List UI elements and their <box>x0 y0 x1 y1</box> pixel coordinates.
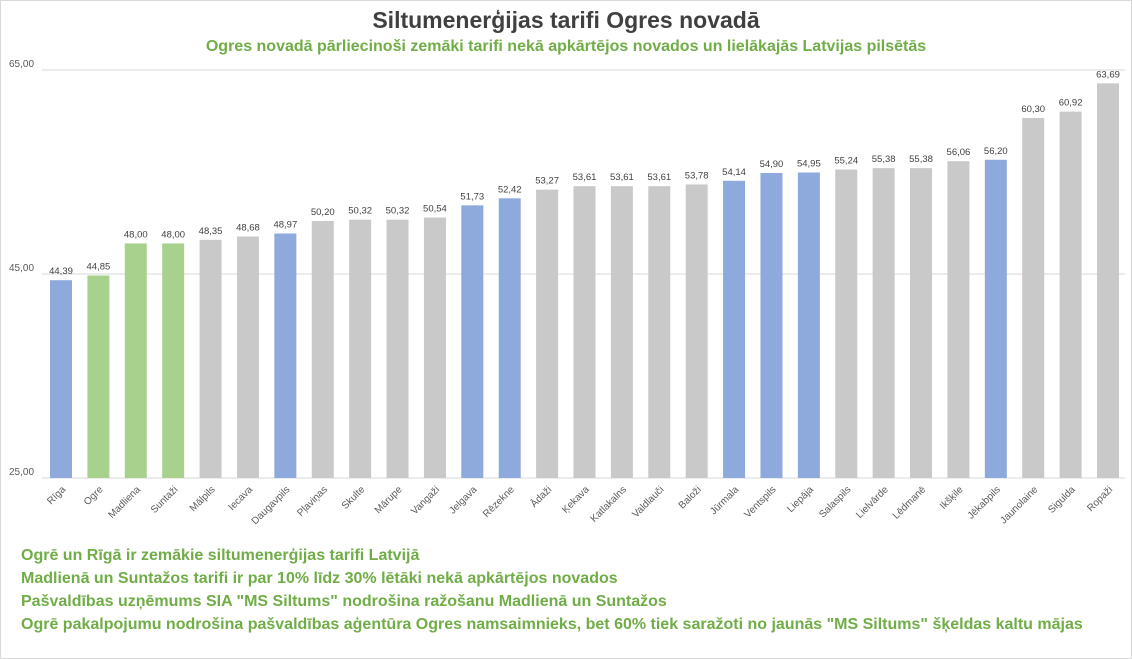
data-label: 53,61 <box>610 172 634 183</box>
x-tick-label: Rēzekne <box>481 484 517 520</box>
y-tick-label: 65,00 <box>9 59 34 70</box>
bar <box>498 198 521 479</box>
note-line: Ogrē pakalpojumu nodrošina pašvaldības a… <box>21 616 1083 633</box>
bar <box>423 217 446 478</box>
bar <box>947 161 970 479</box>
bar <box>349 219 372 478</box>
data-label: 54,95 <box>797 159 821 170</box>
data-label: 53,61 <box>573 172 597 183</box>
bar <box>835 169 858 478</box>
bar <box>685 184 708 478</box>
x-tick-label: Ķekava <box>560 484 592 516</box>
note-line: Pašvaldības uzņēmums SIA "MS Siltums" no… <box>21 593 667 610</box>
y-tick-label: 25,00 <box>9 467 34 478</box>
bar <box>984 159 1007 478</box>
x-tick-label: Lēdmanē <box>891 484 929 522</box>
x-tick-label: Ikšķile <box>938 484 966 512</box>
notes: Ogrē un Rīgā ir zemākie siltumenerģijas … <box>21 544 1083 636</box>
x-tick-label: Jelgava <box>447 484 479 516</box>
data-label: 60,92 <box>1059 98 1083 109</box>
x-tick-label: Pļaviņas <box>295 484 330 519</box>
data-label: 53,27 <box>535 176 559 187</box>
x-tick-label: Daugavpils <box>250 484 293 527</box>
bar <box>274 233 297 478</box>
data-label: 44,85 <box>87 262 111 273</box>
x-tick-label: Ādaži <box>528 484 554 510</box>
x-tick-label: Mārupe <box>373 484 405 516</box>
x-tick-label: Ropaži <box>1085 484 1115 514</box>
bar <box>797 172 820 478</box>
data-label: 55,38 <box>872 154 896 165</box>
bar <box>723 180 746 478</box>
note-line: Madlienā un Suntažos tarifi ir par 10% l… <box>21 570 618 587</box>
bar <box>573 186 596 479</box>
data-label: 48,35 <box>199 226 223 237</box>
x-tick-label: Salaspils <box>817 484 853 520</box>
bar <box>87 275 110 478</box>
bar <box>760 173 783 478</box>
x-tick-label: Skulte <box>340 484 368 512</box>
note-line: Ogrē un Rīgā ir zemākie siltumenerģijas … <box>21 547 420 564</box>
data-label: 54,14 <box>722 167 746 178</box>
x-tick-label: Rīga <box>45 484 68 507</box>
bar <box>124 243 147 478</box>
bar <box>1059 111 1082 478</box>
data-label: 53,61 <box>647 172 671 183</box>
data-label: 55,38 <box>909 154 933 165</box>
data-label: 48,00 <box>124 229 148 240</box>
bar <box>162 243 185 478</box>
bar-chart: 25,00 45,00 65,00 44,39 Rīga 44,85 Ogre 48,00 Ma… <box>9 59 1125 527</box>
data-label: 50,20 <box>311 207 335 218</box>
x-tick-label: Baloži <box>677 484 704 511</box>
x-tick-label: Liepāja <box>785 484 816 515</box>
data-label: 50,54 <box>423 203 447 214</box>
data-label: 63,69 <box>1096 69 1120 80</box>
x-tick-label: Suntaži <box>149 484 180 515</box>
data-label: 53,78 <box>685 170 709 181</box>
bar <box>199 239 222 478</box>
data-label: 55,24 <box>834 156 858 167</box>
x-tick-label: Jaunolaine <box>998 484 1040 526</box>
bar <box>536 189 559 478</box>
data-label: 60,30 <box>1021 104 1045 115</box>
x-tick-label: Katlakalns <box>589 484 629 524</box>
bar <box>311 220 334 478</box>
x-tick-label: Valdlauči <box>630 484 666 520</box>
chart-subtitle: Ogres novadā pārliecinoši zemāki tarifi … <box>205 38 927 55</box>
x-tick-label: Vangaži <box>409 484 442 517</box>
x-tick-label: Lielvārde <box>854 484 891 521</box>
bar <box>1097 83 1119 478</box>
x-tick-label: Ogre <box>82 484 106 508</box>
bar <box>50 280 72 478</box>
x-tick-label: Mālpils <box>188 484 218 514</box>
x-tick-label: Iecava <box>226 484 255 513</box>
bar <box>910 168 933 478</box>
chart-title: Siltumenerģijas tarifi Ogres novadā <box>372 7 760 33</box>
data-label: 56,06 <box>947 147 971 158</box>
x-tick-label: Jēkabpils <box>966 484 1003 521</box>
bar <box>1022 117 1045 478</box>
x-tick-label: Jūrmala <box>708 484 741 517</box>
data-label: 48,00 <box>161 229 185 240</box>
data-label: 50,32 <box>386 206 410 217</box>
data-label: 54,90 <box>760 159 784 170</box>
data-label: 48,68 <box>236 222 260 233</box>
bar <box>610 186 633 479</box>
bar <box>236 236 259 478</box>
y-tick-label: 45,00 <box>9 263 34 274</box>
data-label: 56,20 <box>984 146 1008 157</box>
data-label: 51,73 <box>460 191 484 202</box>
bar <box>648 186 671 479</box>
x-tick-label: Madliena <box>106 484 143 521</box>
data-label: 48,97 <box>273 220 297 231</box>
data-label: 52,42 <box>498 184 522 195</box>
x-tick-label: Sigulda <box>1046 484 1078 516</box>
bar <box>872 168 895 478</box>
data-label: 44,39 <box>49 266 73 277</box>
x-tick-label: Ventspils <box>743 484 779 520</box>
bar <box>386 219 409 478</box>
bar <box>461 205 484 478</box>
data-label: 50,32 <box>348 206 372 217</box>
